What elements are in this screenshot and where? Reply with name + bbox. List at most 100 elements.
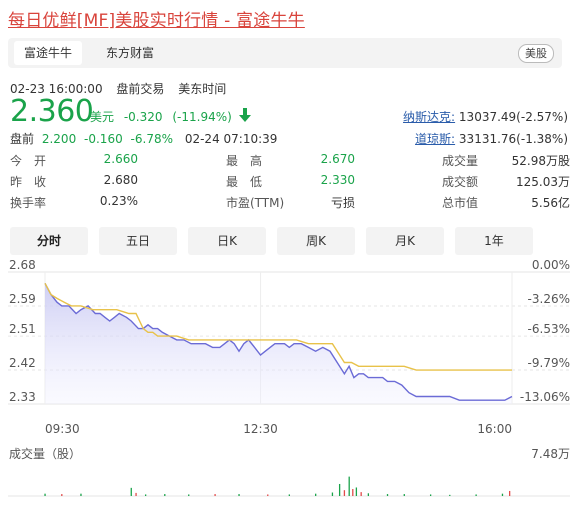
index-value: 33131.76(-1.38%) xyxy=(458,132,568,146)
source-tabbar: 富途牛牛 东方财富 美股 xyxy=(8,38,562,68)
volume-bar xyxy=(188,494,190,496)
quote-meta: 02-23 16:00:00 盘前交易 美东时间 xyxy=(10,80,236,97)
period-tab-1year[interactable]: 1年 xyxy=(455,227,533,255)
tab-futu[interactable]: 富途牛牛 xyxy=(14,41,83,65)
stat-value: 2.680 xyxy=(103,173,138,187)
y-tick-label: 2.33 xyxy=(9,390,36,404)
x-tick-label: 16:00 xyxy=(477,422,512,436)
stat-value: 2.330 xyxy=(320,173,355,187)
volume-bar xyxy=(352,489,354,496)
quote-session: 盘前交易 xyxy=(116,82,165,96)
volume-bar xyxy=(509,490,511,496)
period-tab-daily[interactable]: 日K xyxy=(188,227,266,255)
index-name[interactable]: 纳斯达克: xyxy=(403,110,456,124)
stat-label: 成交量 xyxy=(442,154,479,168)
pct-tick-label: -6.53% xyxy=(528,322,570,336)
volume-bar xyxy=(44,493,46,496)
volume-bar xyxy=(288,494,290,496)
volume-bar xyxy=(61,494,63,496)
volume-bar xyxy=(80,493,82,496)
volume-max-label: 7.48万 xyxy=(531,447,570,461)
period-tab-5day[interactable]: 五日 xyxy=(99,227,177,255)
stat-label: 换手率 xyxy=(10,196,47,210)
volume-bar xyxy=(501,493,504,496)
currency-label: 美元 xyxy=(90,110,115,124)
page-title[interactable]: 每日优鲜[MF]美股实时行情 - 富途牛牛 xyxy=(8,11,305,31)
stat-value: 亏损 xyxy=(330,196,355,210)
period-tab-intraday[interactable]: 分时 xyxy=(10,227,88,255)
stat-value: 52.98万股 xyxy=(511,154,570,168)
index-nasdaq[interactable]: 纳斯达克: 13037.49(-2.57%) xyxy=(403,108,568,125)
premarket-time: 02-24 07:10:39 xyxy=(184,132,278,146)
volume-bar xyxy=(238,494,240,496)
stat-value: 2.670 xyxy=(320,152,355,166)
volume-bar xyxy=(315,493,317,496)
volume-bar xyxy=(429,494,432,496)
index-dow[interactable]: 道琼斯: 33131.76(-1.38%) xyxy=(415,130,568,147)
market-badge: 美股 xyxy=(518,44,554,63)
period-tab-monthly[interactable]: 月K xyxy=(366,227,444,255)
pct-tick-label: -13.06% xyxy=(520,390,570,404)
arrow-down-icon xyxy=(239,108,251,122)
volume-bar xyxy=(144,494,147,496)
volume-bar xyxy=(367,493,370,496)
stat-label: 昨 收 xyxy=(10,175,47,189)
index-value: 13037.49(-2.57%) xyxy=(458,110,568,124)
volume-bar xyxy=(164,494,166,496)
premarket-label: 盘前 xyxy=(10,132,35,146)
volume-bar xyxy=(355,487,358,496)
pct-tick-label: 0.00% xyxy=(532,258,570,272)
stat-label: 成交额 xyxy=(442,175,479,189)
volume-bar xyxy=(331,492,334,496)
volume-bar xyxy=(475,494,477,496)
x-tick-label: 12:30 xyxy=(243,422,278,436)
volume-bar xyxy=(360,492,362,496)
x-tick-label: 09:30 xyxy=(45,422,80,436)
volume-bar xyxy=(403,494,405,496)
premarket-change: -0.160 xyxy=(84,132,123,146)
volume-label: 成交量（股） xyxy=(9,446,81,461)
volume-bar xyxy=(130,487,132,496)
stats-row: 今 开 2.660 最 高 2.670 成交量 52.98万股 xyxy=(10,152,570,173)
price-change-pct: (-11.94%) xyxy=(172,110,232,124)
tab-eastmoney[interactable]: 东方财富 xyxy=(106,46,155,60)
quote-datetime: 02-23 16:00:00 xyxy=(10,82,103,96)
stat-value: 5.56亿 xyxy=(531,196,570,210)
y-tick-label: 2.59 xyxy=(9,292,36,306)
volume-bar xyxy=(449,494,451,496)
stat-label: 最 低 xyxy=(226,175,263,189)
pct-tick-label: -3.26% xyxy=(528,292,570,306)
volume-bar xyxy=(267,494,269,496)
stats-row: 换手率 0.23% 市盈(TTM) 亏损 总市值 5.56亿 xyxy=(10,194,570,215)
price-line xyxy=(44,282,513,401)
index-name[interactable]: 道琼斯: xyxy=(415,132,456,146)
pct-tick-label: -9.79% xyxy=(528,356,570,370)
stat-label: 市盈(TTM) xyxy=(226,196,285,210)
stat-value: 2.660 xyxy=(103,152,138,166)
volume-bar xyxy=(135,492,137,496)
intraday-chart: 2.68 0.00% 2.59 -3.26% 2.51 -6.53% 2.42 -9.79% 2… xyxy=(8,258,570,497)
stat-label: 总市值 xyxy=(442,196,479,210)
price-change-info: 美元 -0.320 (-11.94%) xyxy=(90,108,238,125)
volume-bar xyxy=(338,483,341,496)
average-line xyxy=(44,282,512,371)
y-tick-label: 2.51 xyxy=(9,322,36,336)
stats-table: 今 开 2.660 最 高 2.670 成交量 52.98万股 昨 收 2.68… xyxy=(10,152,570,215)
quote-timezone: 美东时间 xyxy=(178,82,227,96)
stats-row: 昨 收 2.680 最 低 2.330 成交额 125.03万 xyxy=(10,173,570,194)
stat-value: 125.03万 xyxy=(516,175,570,189)
stat-value: 0.23% xyxy=(99,194,138,208)
period-tabs: 分时 五日 日K 周K 月K 1年 xyxy=(10,227,568,255)
current-price: 2.360 xyxy=(10,94,94,129)
volume-bar xyxy=(386,494,389,496)
stat-label: 今 开 xyxy=(10,154,47,168)
period-tab-weekly[interactable]: 周K xyxy=(277,227,355,255)
price-area xyxy=(45,283,512,404)
premarket-row: 盘前 2.200 -0.160 -6.78% 02-24 07:10:39 xyxy=(10,130,277,147)
volume-bar xyxy=(343,490,346,496)
stat-label: 最 高 xyxy=(226,154,263,168)
volume-bar xyxy=(214,494,216,496)
premarket-price: 2.200 xyxy=(41,132,77,146)
price-change: -0.320 xyxy=(123,110,163,124)
volume-bar xyxy=(348,476,350,496)
